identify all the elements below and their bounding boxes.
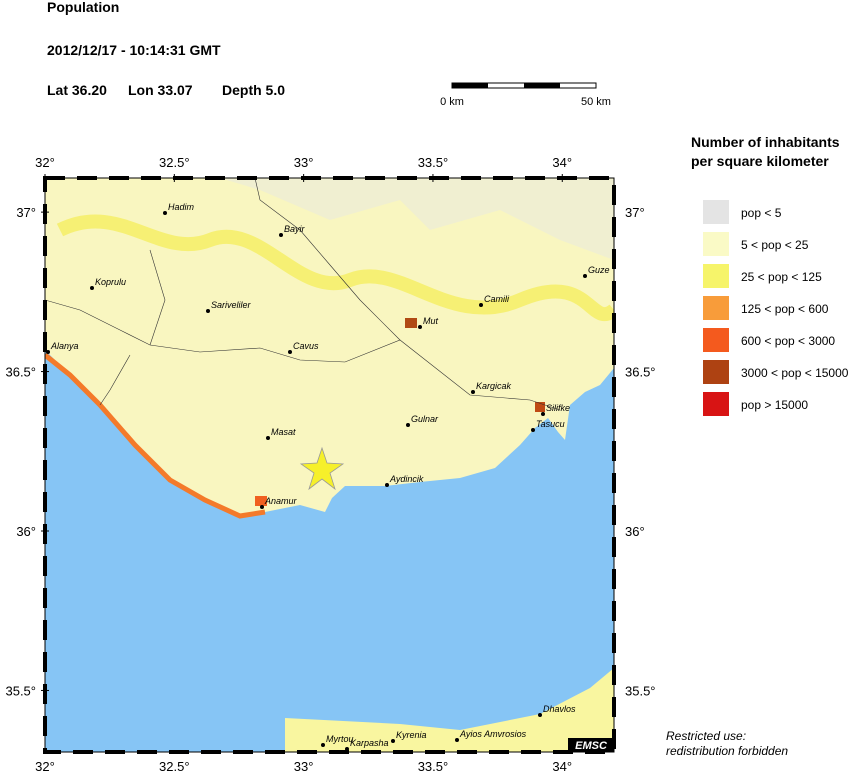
city-dot	[418, 325, 422, 329]
city-dot	[471, 390, 475, 394]
city-label: Tasucu	[536, 419, 565, 429]
badge: EMSC	[575, 740, 608, 752]
scale-end: 50 km	[581, 96, 611, 108]
city-label: Masat	[271, 427, 296, 437]
city-label: Kyrenia	[396, 730, 427, 740]
footer: Restricted use:	[666, 729, 746, 743]
legend-swatch	[703, 360, 729, 384]
map-area	[45, 178, 614, 752]
legend-label: 3000 < pop < 15000	[741, 366, 849, 380]
city-label: Anamur	[264, 496, 298, 506]
depth: Depth 5.0	[222, 82, 285, 98]
lat-tick-label: 36.5°	[5, 365, 36, 380]
lon: Lon 33.07	[128, 82, 193, 98]
city-label: Sariveliler	[211, 300, 252, 310]
city-dot	[266, 436, 270, 440]
footer: redistribution forbidden	[666, 744, 788, 758]
lon-tick-label: 34°	[552, 155, 572, 170]
city-dot	[531, 428, 535, 432]
frame-line	[44, 177, 615, 753]
city-dot	[260, 505, 264, 509]
epicenter	[299, 446, 345, 491]
ticks: 32° 32° 32.5° 32.5° 33° 33° 33.5° 33.5° 34° 34° 37…	[5, 155, 655, 774]
scale-start: 0 km	[440, 96, 464, 108]
lon-tick-label: 33.5°	[418, 759, 449, 774]
legend-title: Number of inhabitants	[691, 134, 840, 150]
city-dot	[345, 747, 349, 751]
lat-tick-label: 35.5°	[5, 683, 36, 698]
city-label: Dhavlos	[543, 704, 576, 714]
legend-swatch	[703, 296, 729, 320]
city-dot	[321, 743, 325, 747]
city-dot	[391, 739, 395, 743]
city-dot	[206, 309, 210, 313]
city-label: Myrtou	[326, 734, 354, 744]
city-dot	[90, 286, 94, 290]
city-label: Guze	[588, 265, 610, 275]
city-dot	[583, 274, 587, 278]
city-dot	[279, 233, 283, 237]
legend-label: pop < 5	[741, 206, 782, 220]
city-label: Gulnar	[411, 414, 439, 424]
city-label: Alanya	[50, 341, 79, 351]
lon-tick-label: 32.5°	[159, 155, 190, 170]
city-label: Camili	[484, 294, 510, 304]
lon-tick-label: 33.5°	[418, 155, 449, 170]
legend-label: 25 < pop < 125	[741, 270, 822, 284]
legend-swatch	[703, 392, 729, 416]
cities: Hadim Bayir Koprulu Sariveliler Mut Camili Guz…	[46, 202, 610, 751]
lon-tick-label: 33°	[294, 155, 314, 170]
city-label: Aydincik	[389, 474, 424, 484]
city-dot	[163, 211, 167, 215]
city-label: Silifke	[546, 403, 570, 413]
lon-tick-label: 33°	[294, 759, 314, 774]
city-label: Hadim	[168, 202, 195, 212]
lat-tick-label: 36°	[625, 524, 645, 539]
datetime: 2012/12/17 - 10:14:31 GMT	[47, 42, 221, 58]
city-label: Cavus	[293, 341, 319, 351]
lat-tick-label: 37°	[625, 205, 645, 220]
lat: Lat 36.20	[47, 82, 107, 98]
lon-tick-label: 32.5°	[159, 759, 190, 774]
legend-swatch	[703, 264, 729, 288]
city-dot	[385, 483, 389, 487]
city-dot	[541, 412, 545, 416]
city-dot	[479, 303, 483, 307]
city-dot	[406, 423, 410, 427]
city-dot	[538, 713, 542, 717]
legend-swatch	[703, 232, 729, 256]
legend-title: per square kilometer	[691, 153, 829, 169]
city-dot	[46, 350, 50, 354]
legend: pop < 5 5 < pop < 25 25 < pop < 125 125 < p…	[703, 200, 849, 416]
lon-tick-label: 32°	[35, 759, 55, 774]
city-dot	[455, 738, 459, 742]
city-label: Mut	[423, 316, 439, 326]
legend-swatch	[703, 328, 729, 352]
title: Population	[47, 0, 119, 15]
legend-label: 125 < pop < 600	[741, 302, 829, 316]
legend-swatch	[703, 200, 729, 224]
city-label: Ayios Amvrosios	[459, 729, 527, 739]
lat-tick-label: 36.5°	[625, 365, 656, 380]
lat-tick-label: 36°	[16, 524, 36, 539]
city-label: Bayir	[284, 224, 306, 234]
lat-tick-label: 35.5°	[625, 683, 656, 698]
lon-tick-label: 32°	[35, 155, 55, 170]
badge-bg	[568, 738, 614, 752]
legend-label: pop > 15000	[741, 398, 808, 412]
city-label: Kargicak	[476, 381, 512, 391]
city-dot	[288, 350, 292, 354]
lon-tick-label: 34°	[552, 759, 572, 774]
city-label: Koprulu	[95, 277, 126, 287]
legend-label: 5 < pop < 25	[741, 238, 809, 252]
scale-bar	[451, 82, 597, 89]
lat-tick-label: 37°	[16, 205, 36, 220]
city-label: Karpasha	[350, 738, 389, 748]
legend-label: 600 < pop < 3000	[741, 334, 835, 348]
